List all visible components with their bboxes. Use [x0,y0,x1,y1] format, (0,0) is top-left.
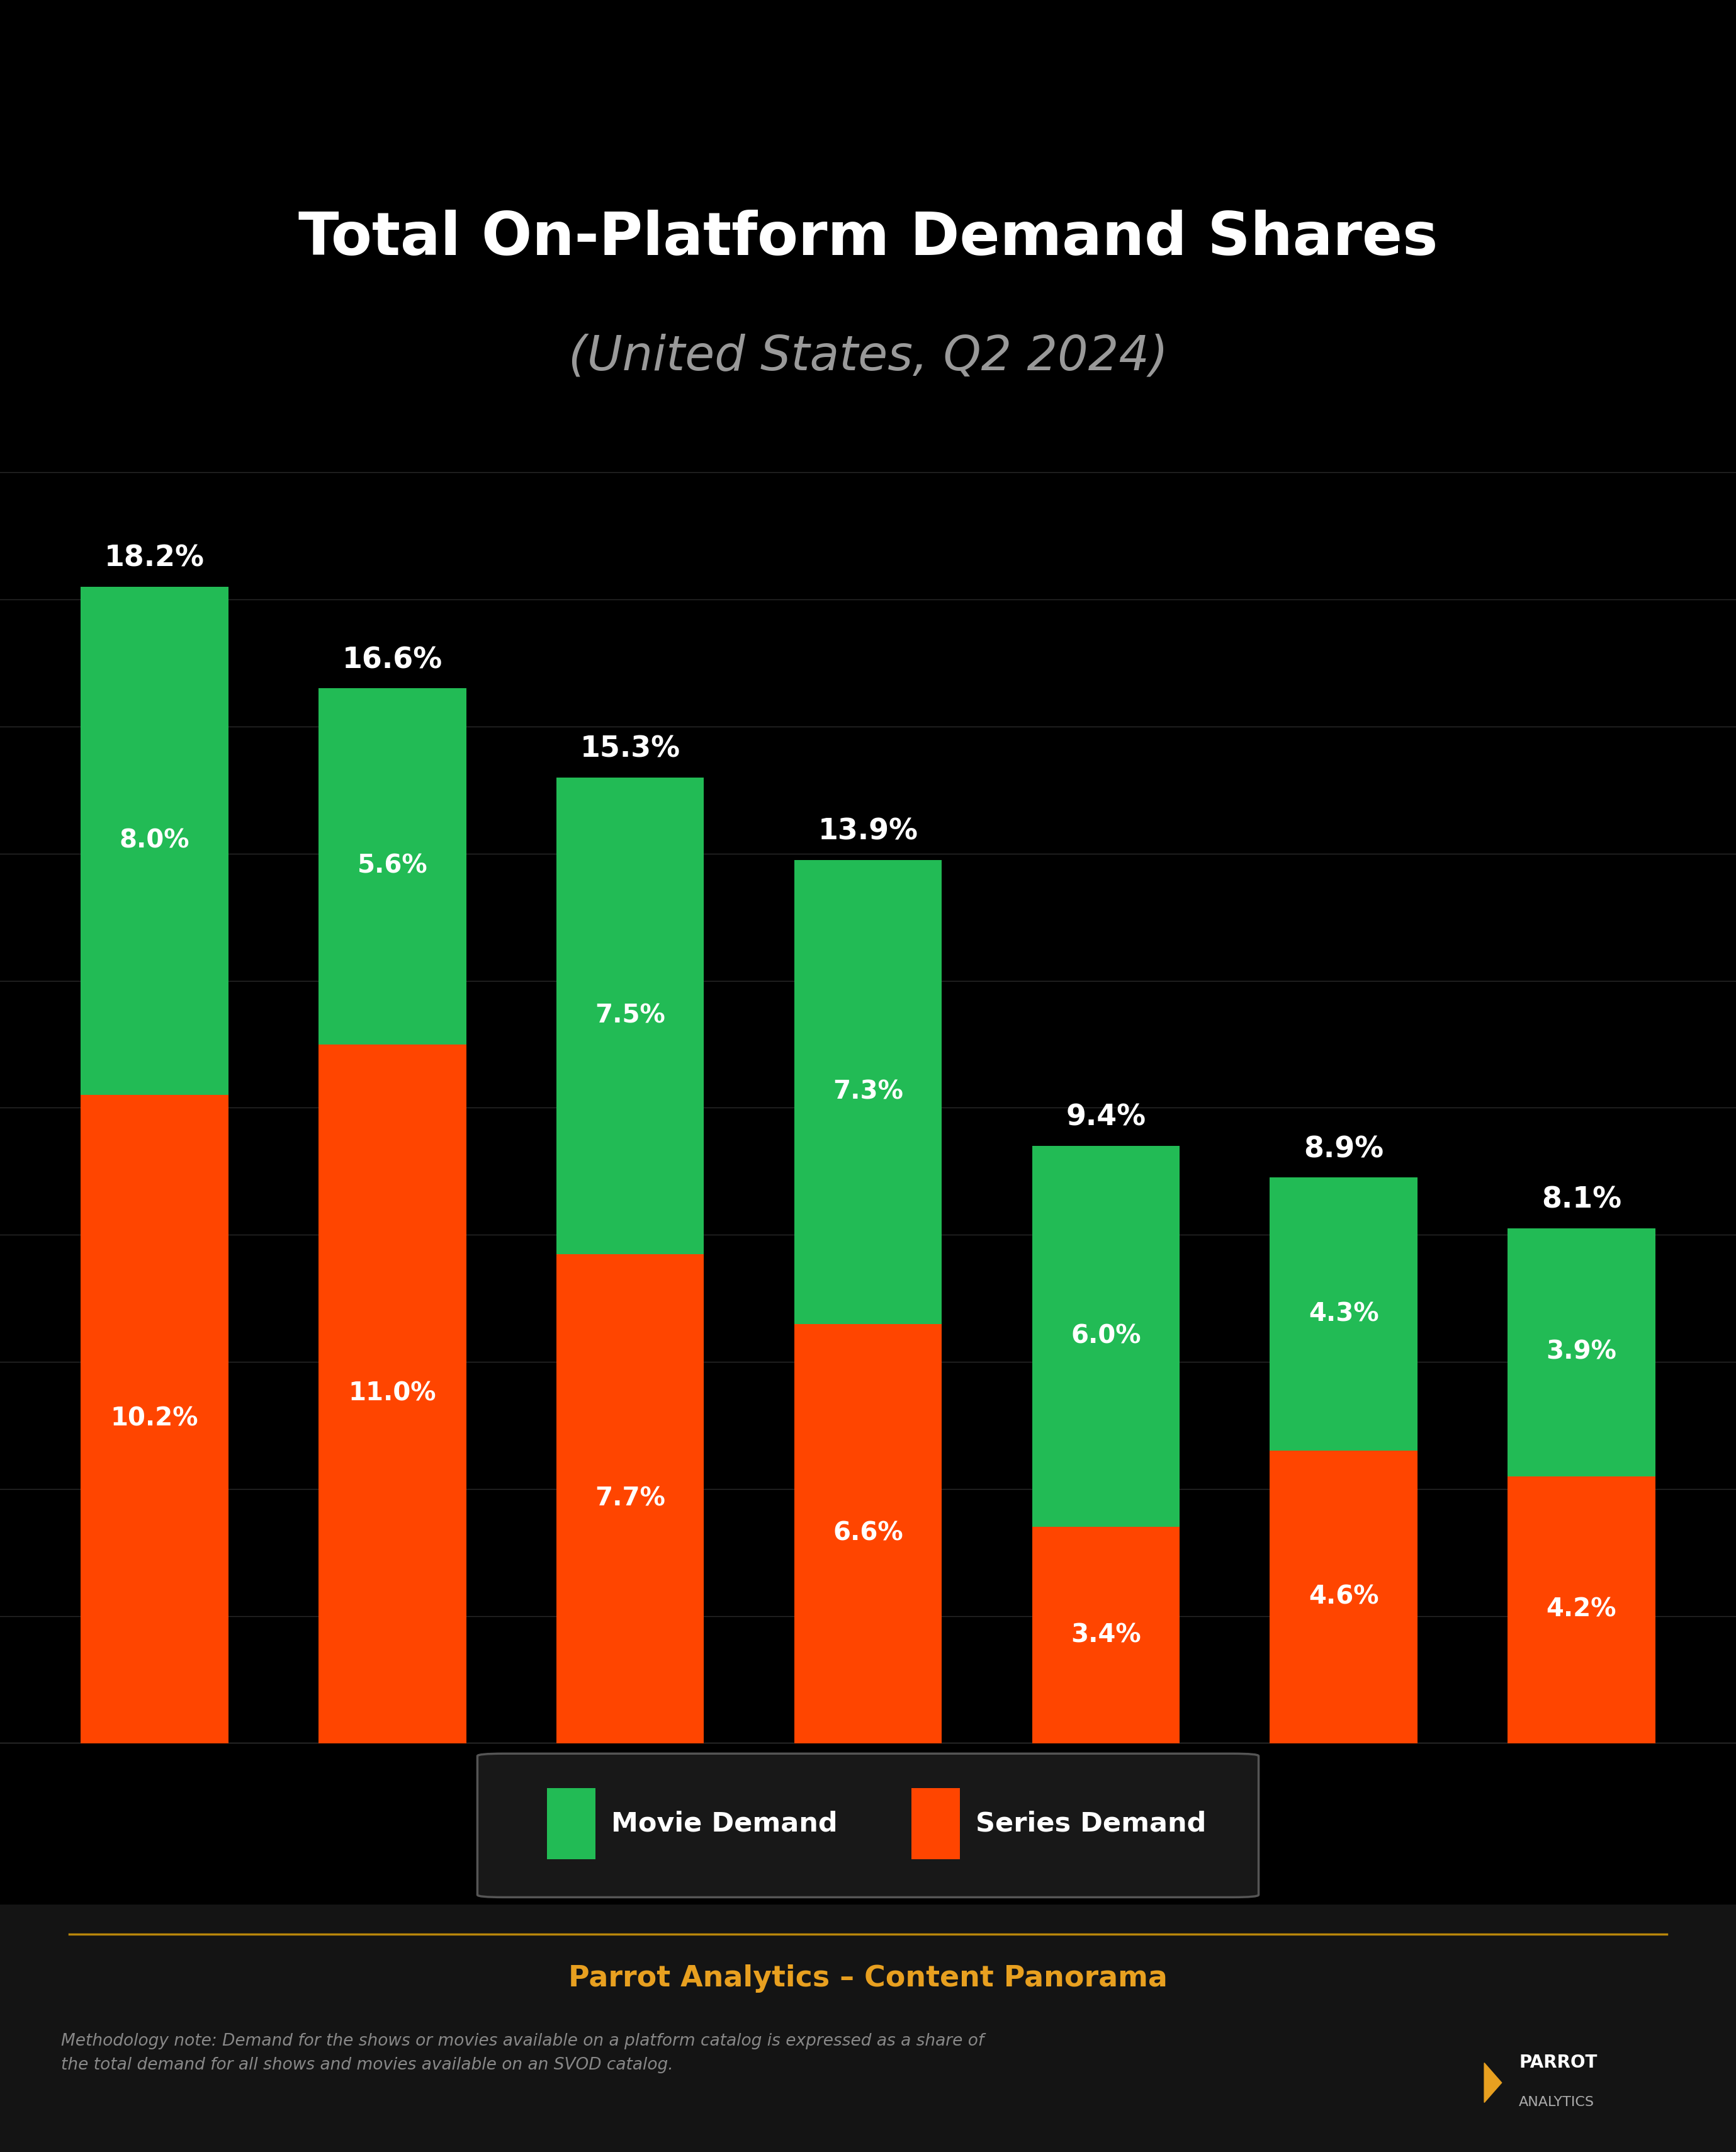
Text: Paramount+: Paramount+ [1514,1874,1649,1892]
Bar [319,689,465,1044]
Text: 7.5%: 7.5% [595,1003,665,1029]
Text: ANALYTICS: ANALYTICS [1519,2096,1595,2109]
Text: P•••: P••• [1314,1872,1373,1894]
Bar [82,1095,229,1743]
Bar [319,1044,465,1743]
Text: 5.6%: 5.6% [358,854,427,878]
Bar [82,587,229,1095]
Text: N: N [146,1872,165,1894]
Bar [1271,1177,1417,1450]
Text: 7.3%: 7.3% [833,1080,903,1104]
Text: 3.4%: 3.4% [1071,1623,1141,1648]
Text: 16.6%: 16.6% [342,646,443,674]
Text: PARROT: PARROT [1519,2055,1597,2072]
Text: 10.2%: 10.2% [111,1407,198,1431]
Bar [1033,1145,1179,1528]
Text: 9.4%: 9.4% [1066,1104,1146,1132]
Text: prime
video: prime video [837,1864,899,1902]
Text: Series Demand: Series Demand [976,1810,1207,1838]
Text: 4.3%: 4.3% [1309,1302,1378,1328]
Text: (United States, Q2 2024): (United States, Q2 2024) [568,334,1168,381]
Text: 3.9%: 3.9% [1547,1341,1616,1364]
Bar [795,861,941,1323]
Text: Disney+: Disney+ [1061,1874,1151,1892]
Bar [1271,1450,1417,1743]
Bar [1507,1476,1654,1743]
Text: 6.6%: 6.6% [833,1521,903,1545]
Text: 4.2%: 4.2% [1547,1597,1616,1623]
Bar [795,1323,941,1743]
Text: Movie Demand: Movie Demand [611,1810,837,1838]
Text: max: max [604,1872,656,1894]
Text: 13.9%: 13.9% [818,818,918,846]
Text: 8.1%: 8.1% [1542,1186,1621,1214]
Bar [557,777,703,1255]
Text: 8.0%: 8.0% [120,829,189,854]
Text: 15.3%: 15.3% [580,736,681,764]
Text: 7.7%: 7.7% [595,1485,665,1511]
Text: 6.0%: 6.0% [1071,1323,1141,1349]
Bar [1507,1229,1654,1476]
Text: 4.6%: 4.6% [1309,1584,1378,1610]
Text: Total On-Platform Demand Shares: Total On-Platform Demand Shares [299,209,1437,267]
Text: 18.2%: 18.2% [104,544,205,572]
FancyBboxPatch shape [911,1788,960,1859]
Text: 8.9%: 8.9% [1304,1136,1384,1164]
Text: Methodology note: Demand for the shows or movies available on a platform catalog: Methodology note: Demand for the shows o… [61,2034,984,2075]
Bar [1033,1528,1179,1743]
FancyBboxPatch shape [477,1754,1259,1898]
Text: hulu: hulu [365,1872,420,1894]
Text: 11.0%: 11.0% [349,1382,436,1405]
Bar [557,1255,703,1743]
Polygon shape [1484,2064,1502,2103]
FancyBboxPatch shape [547,1788,595,1859]
Text: Parrot Analytics – Content Panorama: Parrot Analytics – Content Panorama [568,1965,1168,1993]
